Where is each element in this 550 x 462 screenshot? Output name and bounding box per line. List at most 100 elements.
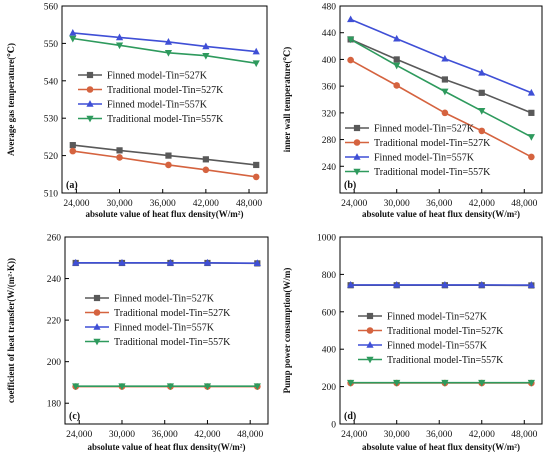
data-point bbox=[347, 15, 355, 23]
data-point bbox=[527, 88, 535, 96]
legend-swatch-marker bbox=[86, 71, 94, 79]
y-tick-label: 560 bbox=[44, 3, 59, 13]
legend-swatch-marker bbox=[93, 294, 101, 302]
legend-swatch-marker bbox=[86, 100, 94, 107]
legend-swatch-marker bbox=[366, 327, 374, 334]
x-tick-label: 48,000 bbox=[511, 430, 537, 440]
data-point bbox=[441, 379, 449, 387]
chart-panel: 24,000 30,000 36,000 42,000 48,000 510 520 530 5… bbox=[6, 3, 268, 219]
data-point bbox=[202, 42, 210, 50]
data-point bbox=[528, 153, 535, 161]
y-tick-label: 0 bbox=[331, 421, 336, 431]
y-axis-title: Pump power consumption(W/m) bbox=[282, 268, 292, 394]
legend-entry: Finned model-Tin=557K bbox=[387, 341, 488, 352]
x-tick-label: 36,000 bbox=[150, 199, 176, 209]
chart-panel: 24,000 30,000 36,000 42,000 48,000 180 200 220 2… bbox=[6, 234, 269, 452]
x-tick-label: 24,000 bbox=[341, 430, 367, 440]
data-point bbox=[166, 383, 175, 391]
data-point bbox=[478, 68, 486, 76]
y-tick-label: 240 bbox=[322, 163, 337, 173]
data-point bbox=[252, 173, 260, 181]
data-point bbox=[69, 147, 77, 155]
plot-frame bbox=[339, 236, 543, 425]
data-point bbox=[527, 134, 535, 141]
data-point bbox=[164, 38, 173, 45]
x-axis-title: absolute value of heat flux density(W/m²… bbox=[86, 209, 244, 219]
legend-entry: Finned model-Tin=527K bbox=[374, 124, 475, 135]
y-tick-label: 220 bbox=[47, 317, 62, 327]
legend-swatch-marker bbox=[93, 338, 101, 346]
data-point bbox=[202, 156, 209, 163]
x-tick-label: 48,000 bbox=[511, 199, 537, 209]
data-point bbox=[441, 76, 448, 83]
data-point bbox=[165, 152, 172, 159]
legend-entry: Finned model-Tin=557K bbox=[114, 323, 215, 334]
y-tick-label: 260 bbox=[47, 234, 62, 244]
y-tick-label: 320 bbox=[322, 109, 337, 119]
chart-panel: 24,000 30,000 36,000 42,000 48,000 240 280 320 3… bbox=[282, 3, 543, 219]
y-tick-label: 440 bbox=[322, 29, 337, 39]
data-point bbox=[118, 383, 126, 391]
data-point bbox=[118, 258, 126, 266]
data-point bbox=[69, 29, 77, 36]
legend: Finned model-Tin=527K Traditional model-T… bbox=[345, 124, 491, 178]
y-tick-label: 600 bbox=[322, 308, 337, 318]
data-point bbox=[478, 127, 486, 135]
data-point bbox=[165, 161, 172, 169]
data-point bbox=[441, 280, 449, 288]
data-point bbox=[72, 383, 80, 391]
x-tick-label: 42,000 bbox=[194, 430, 220, 440]
y-tick-label: 550 bbox=[44, 40, 59, 50]
y-axis-title: inner wall temperature(℃) bbox=[282, 47, 292, 152]
y-tick-label: 240 bbox=[47, 275, 62, 285]
plot-frame bbox=[61, 5, 268, 194]
panel-label: (a) bbox=[66, 180, 78, 191]
x-tick-label: 48,000 bbox=[237, 430, 263, 440]
y-tick-label: 280 bbox=[322, 136, 337, 146]
legend-swatch-marker bbox=[353, 139, 361, 146]
y-tick-label: 400 bbox=[322, 56, 337, 66]
series-line bbox=[350, 18, 532, 94]
data-point bbox=[252, 60, 260, 68]
legend-entry: Traditional model-Tin=557K bbox=[374, 167, 491, 178]
legend-entry: Traditional model-Tin=527K bbox=[107, 85, 224, 96]
data-point bbox=[347, 36, 355, 44]
data-point bbox=[528, 109, 535, 116]
data-point bbox=[202, 52, 210, 60]
legend-entry: Finned model-Tin=527K bbox=[387, 312, 488, 323]
legend-swatch-marker bbox=[366, 341, 374, 348]
legend-swatch-marker bbox=[353, 168, 361, 176]
data-point bbox=[527, 379, 535, 387]
legend-swatch-marker bbox=[353, 124, 361, 132]
data-point bbox=[253, 259, 261, 266]
data-point bbox=[115, 33, 124, 41]
y-axis-title: coefficient of heat transfer(W/(m²·K)) bbox=[6, 258, 16, 403]
data-point bbox=[393, 34, 401, 42]
data-point bbox=[393, 62, 401, 70]
data-point bbox=[252, 47, 260, 55]
data-point bbox=[69, 35, 77, 43]
y-tick-label: 400 bbox=[322, 346, 337, 356]
data-point bbox=[116, 154, 123, 161]
data-point bbox=[69, 142, 76, 149]
legend-swatch-marker bbox=[93, 309, 101, 316]
y-tick-label: 800 bbox=[322, 271, 337, 281]
data-point bbox=[253, 383, 261, 391]
data-point bbox=[164, 49, 173, 57]
x-tick-label: 42,000 bbox=[193, 199, 219, 209]
data-point bbox=[527, 281, 535, 288]
data-point bbox=[203, 258, 212, 266]
legend-entry: Traditional model-Tin=527K bbox=[114, 308, 231, 319]
data-point bbox=[202, 166, 210, 174]
data-point bbox=[393, 56, 400, 63]
legend-entry: Finned model-Tin=527K bbox=[114, 294, 215, 305]
data-point bbox=[393, 379, 401, 387]
legend-entry: Traditional model-Tin=557K bbox=[114, 337, 231, 348]
legend-swatch-marker bbox=[366, 356, 374, 364]
legend: Finned model-Tin=527K Traditional model-T… bbox=[358, 312, 504, 366]
y-tick-label: 200 bbox=[47, 358, 62, 368]
panel-label: (d) bbox=[344, 411, 356, 422]
panel-label: (c) bbox=[69, 411, 80, 422]
legend: Finned model-Tin=527K Traditional model-T… bbox=[85, 294, 231, 348]
x-tick-label: 42,000 bbox=[469, 199, 495, 209]
